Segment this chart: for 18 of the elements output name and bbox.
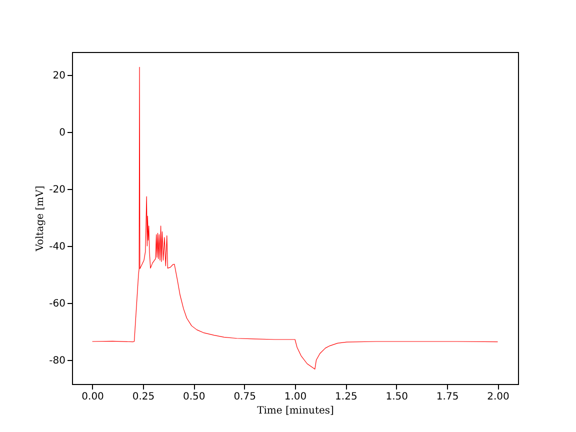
x-tick-label: 0.25 — [132, 392, 155, 402]
x-axis-title: Time [minutes] — [257, 406, 334, 416]
x-tick-label: 0.75 — [234, 392, 256, 402]
line-series — [92, 66, 498, 370]
y-tick-label: -80 — [49, 356, 66, 367]
x-tick-label: 2.00 — [487, 392, 510, 402]
y-tick-label: -40 — [49, 241, 66, 252]
y-tick-label: 20 — [52, 70, 66, 82]
x-tick-label: 1.00 — [284, 392, 307, 402]
x-tick-label: 1.50 — [386, 392, 408, 402]
x-tick-label: 0.50 — [183, 392, 206, 402]
y-tick-label: 0 — [59, 127, 66, 138]
x-tick-label: 1.25 — [335, 392, 358, 402]
y-axis-title: Voltage [mV] — [35, 186, 46, 252]
x-tick-label: 0.00 — [82, 392, 104, 402]
y-tick-label: -20 — [49, 184, 66, 196]
y-tick-label: -60 — [49, 298, 66, 310]
x-tick-label: 1.75 — [436, 392, 459, 402]
